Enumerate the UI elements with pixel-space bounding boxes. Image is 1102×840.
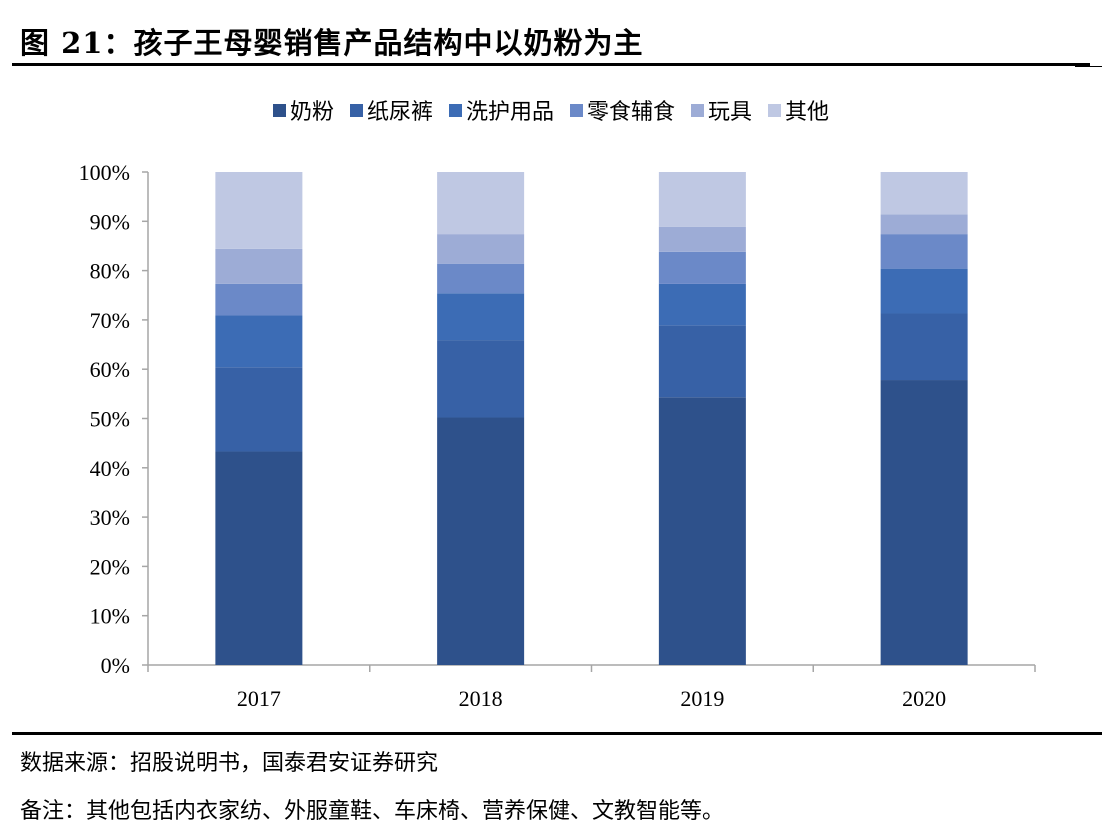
legend-swatch (448, 103, 462, 117)
y-tick-label: 10% (90, 604, 130, 629)
bar-segment-2017-洗护用品 (215, 315, 303, 368)
data-source: 数据来源：招股说明书，国泰君安证券研究 (20, 751, 439, 776)
legend-item: 奶粉 (272, 94, 334, 126)
y-tick-label: 50% (90, 407, 130, 432)
footer-divider (12, 732, 1102, 735)
y-tick-label: 90% (90, 209, 130, 234)
legend-label: 洗护用品 (465, 100, 554, 125)
legend-label: 玩具 (708, 100, 753, 125)
bar-segment-2017-玩具 (215, 248, 303, 284)
title-divider-tail (1075, 66, 1102, 67)
legend-item: 纸尿裤 (349, 94, 433, 126)
bar-segment-2020-奶粉 (880, 380, 968, 665)
legend-item: 其他 (768, 94, 829, 126)
bar-segment-2018-洗护用品 (437, 293, 525, 341)
y-tick-label: 80% (90, 259, 130, 284)
legend-swatch (570, 103, 583, 117)
bar-segment-2018-其他 (437, 172, 525, 235)
y-tick-label: 60% (90, 357, 130, 382)
legend-label: 零食辅食 (587, 100, 676, 125)
x-tick-label: 2019 (680, 686, 724, 711)
bar-segment-2019-洗护用品 (658, 283, 746, 326)
remark-note: 备注：其他包括内衣家纺、外服童鞋、车床椅、营养保健、文教智能等。 (20, 799, 725, 824)
legend-label: 纸尿裤 (366, 100, 433, 125)
bar-segment-2019-零食辅食 (658, 251, 746, 284)
y-tick-label: 20% (90, 554, 130, 579)
bar-segment-2017-奶粉 (215, 451, 303, 665)
bar-segment-2019-其他 (658, 172, 746, 227)
legend-label: 其他 (785, 100, 830, 125)
y-tick-label: 70% (90, 308, 130, 333)
bar-segment-2018-奶粉 (437, 417, 525, 665)
legend-swatch (768, 103, 782, 117)
y-tick-label: 40% (90, 456, 130, 481)
legend-swatch (349, 103, 363, 117)
y-tick-label: 30% (90, 505, 130, 530)
legend-swatch (691, 103, 705, 117)
bar-segment-2019-玩具 (658, 226, 746, 252)
bar-segment-2018-玩具 (437, 234, 525, 264)
legend-item: 玩具 (691, 94, 752, 126)
x-tick-label: 2020 (902, 686, 946, 711)
legend-label: 奶粉 (289, 100, 334, 125)
x-tick-label: 2017 (237, 686, 281, 711)
bar-segment-2017-零食辅食 (215, 283, 303, 316)
bar-segment-2020-纸尿裤 (880, 313, 968, 381)
stacked-bar-chart: 0% 10% 20% 30% 40% 50% 60% 70% 80% 90% 100% 2017 201… (79, 160, 1036, 711)
figure-title: 图 21：孩子王母婴销售产品结构中以奶粉为主 (20, 26, 644, 60)
bar-segment-2018-纸尿裤 (437, 340, 525, 418)
bar-segment-2017-其他 (215, 172, 303, 249)
bar-segment-2020-玩具 (880, 214, 968, 235)
bar-segment-2017-纸尿裤 (215, 367, 303, 452)
bar-segment-2019-奶粉 (658, 397, 746, 665)
legend-item: 洗护用品 (448, 94, 554, 126)
bar-segment-2018-零食辅食 (437, 263, 525, 294)
y-tick-label: 0% (101, 653, 130, 678)
chart-legend: 奶粉 纸尿裤 洗护用品 零食辅食 玩具 其他 (0, 94, 1102, 126)
legend-swatch (272, 103, 286, 117)
bar-segment-2020-其他 (880, 172, 968, 215)
bar-segment-2019-纸尿裤 (658, 325, 746, 398)
legend-item: 零食辅食 (570, 94, 675, 126)
title-divider (12, 63, 1090, 66)
x-tick-label: 2018 (459, 686, 503, 711)
bar-segment-2020-零食辅食 (880, 234, 968, 269)
y-tick-label: 100% (79, 160, 130, 185)
bar-segment-2020-洗护用品 (880, 268, 968, 314)
